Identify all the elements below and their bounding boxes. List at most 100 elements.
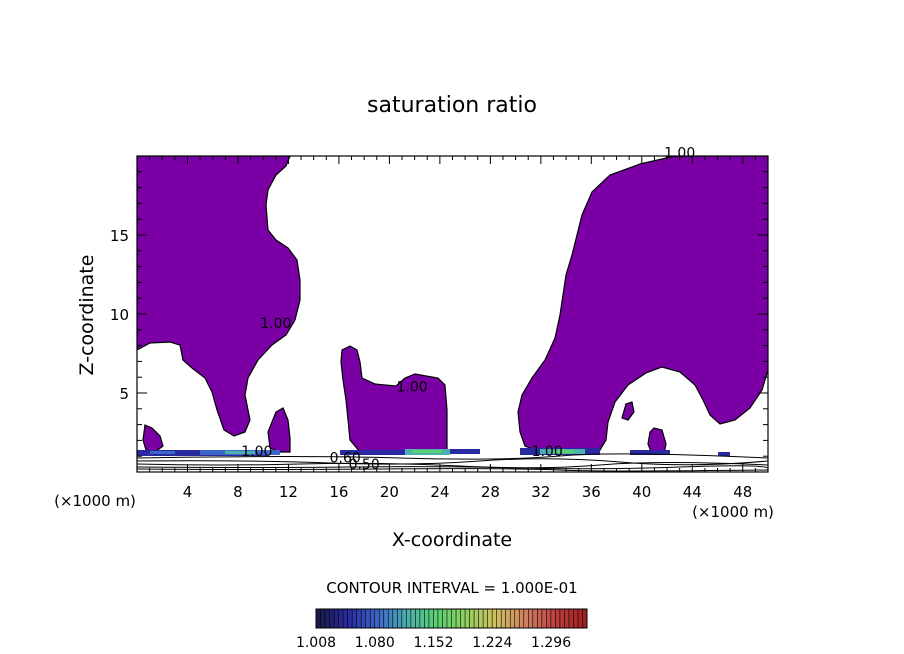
x-tick-label: 16	[329, 483, 348, 501]
x-unit-right: (×1000 m)	[692, 503, 774, 521]
colorbar-swatch	[356, 609, 362, 628]
colorbar-swatch	[465, 609, 470, 628]
y-axis-ticks: 5 10 15	[110, 171, 768, 457]
colorbar-swatch	[388, 609, 394, 628]
x-tick-label: 40	[632, 483, 651, 501]
colorbar-swatch	[582, 609, 588, 628]
contour-label: 1.00	[397, 379, 428, 395]
x-axis-label: X-coordinate	[392, 529, 512, 551]
x-unit-left: (×1000 m)	[54, 492, 136, 510]
colorbar-swatch	[559, 609, 565, 628]
colorbar-label: 1.224	[472, 635, 512, 651]
x-tick-label: 32	[531, 483, 550, 501]
colorbar-swatch	[442, 609, 448, 628]
colorbar-swatch	[537, 609, 543, 628]
contour-label: 0.50	[349, 457, 380, 473]
colorbar-swatch	[338, 609, 344, 628]
colorbar-swatch	[460, 609, 466, 628]
y-axis-label: Z-coordinate	[76, 255, 98, 376]
colorbar-label: 1.296	[531, 635, 571, 651]
x-tick-label: 36	[582, 483, 601, 501]
colorbar-swatch	[546, 609, 552, 628]
x-tick-label: 24	[430, 483, 449, 501]
colorbar-swatch	[501, 609, 506, 628]
supersat-region-left-small	[142, 424, 164, 453]
colorbar-labels: 1.008 1.080 1.152 1.224 1.296	[296, 635, 571, 651]
supersat-region-right-small-1	[621, 401, 635, 421]
x-axis-ticks: 4 8 12 16 20 24 28 32 36 40 44 48	[149, 156, 756, 501]
x-tick-label: 20	[380, 483, 399, 501]
colorbar-swatch	[492, 609, 497, 628]
colorbar-swatch	[325, 609, 330, 628]
colorbar-swatch	[523, 609, 529, 628]
y-tick-label: 10	[110, 306, 129, 324]
colorbar-swatch	[573, 609, 579, 628]
colorbar-swatch	[505, 609, 511, 628]
colorbar-swatch	[564, 609, 570, 628]
colorbar-swatch	[397, 609, 403, 628]
colorbar-swatch	[528, 609, 534, 628]
low-level-color-band	[137, 448, 730, 456]
surface-contour-lines	[137, 453, 768, 472]
colorbar-label: 1.152	[413, 635, 453, 651]
colorbar-swatch	[374, 609, 380, 628]
colorbar-swatch	[316, 609, 321, 628]
colorbar-swatch	[392, 609, 398, 628]
colorbar-swatch	[550, 609, 556, 628]
colorbar-swatch	[320, 609, 326, 628]
colorbar-frame	[315, 608, 588, 629]
x-tick-label: 4	[183, 483, 193, 501]
colorbar-label: 1.008	[296, 635, 336, 651]
contour-label: 1.00	[532, 444, 563, 460]
colorbar-swatch	[433, 609, 439, 628]
colorbar-swatch	[568, 609, 574, 628]
colorbar-swatch	[406, 609, 412, 628]
colorbar	[315, 609, 588, 628]
x-tick-label: 48	[733, 483, 752, 501]
colorbar-swatch	[365, 609, 371, 628]
contour-label: 1.00	[241, 444, 272, 460]
colorbar-swatch	[419, 609, 425, 628]
colorbar-swatch	[329, 609, 335, 628]
y-tick-label: 5	[119, 385, 129, 403]
colorbar-swatch	[577, 609, 583, 628]
colorbar-swatch	[474, 609, 479, 628]
colorbar-swatch	[401, 609, 407, 628]
colorbar-swatch	[370, 609, 376, 628]
contour-label: 1.00	[664, 146, 695, 162]
chart-title: saturation ratio	[367, 93, 537, 118]
contour-interval-text: CONTOUR INTERVAL = 1.000E-01	[326, 579, 577, 597]
colorbar-swatch	[483, 609, 488, 628]
colorbar-swatch	[379, 609, 385, 628]
colorbar-swatch	[410, 609, 416, 628]
contour-label: 1.00	[260, 316, 291, 332]
colorbar-swatch	[437, 609, 443, 628]
contour-label: 0.60	[330, 451, 361, 467]
colorbar-swatch	[555, 609, 561, 628]
colorbar-swatch	[361, 609, 366, 628]
colorbar-swatch	[334, 609, 339, 628]
colorbar-swatch	[469, 609, 475, 628]
x-tick-label: 12	[279, 483, 298, 501]
x-tick-label: 28	[481, 483, 500, 501]
supersat-region-left-small-2	[267, 407, 291, 453]
colorbar-swatch	[424, 609, 430, 628]
colorbar-swatch	[510, 609, 516, 628]
colorbar-swatch	[343, 609, 348, 628]
x-tick-label: 44	[683, 483, 702, 501]
x-tick-label: 8	[233, 483, 243, 501]
supersat-region-left	[137, 156, 301, 437]
supersat-region-right	[517, 156, 768, 453]
colorbar-swatch	[347, 609, 353, 628]
colorbar-swatch	[496, 609, 502, 628]
colorbar-label: 1.080	[355, 635, 395, 651]
colorbar-swatch	[487, 609, 493, 628]
colorbar-swatch	[514, 609, 520, 628]
colorbar-swatch	[428, 609, 434, 628]
colorbar-swatch	[532, 609, 538, 628]
y-tick-label: 15	[110, 227, 129, 245]
colorbar-swatch	[451, 609, 457, 628]
colorbar-swatch	[352, 609, 357, 628]
colorbar-swatch	[456, 609, 461, 628]
